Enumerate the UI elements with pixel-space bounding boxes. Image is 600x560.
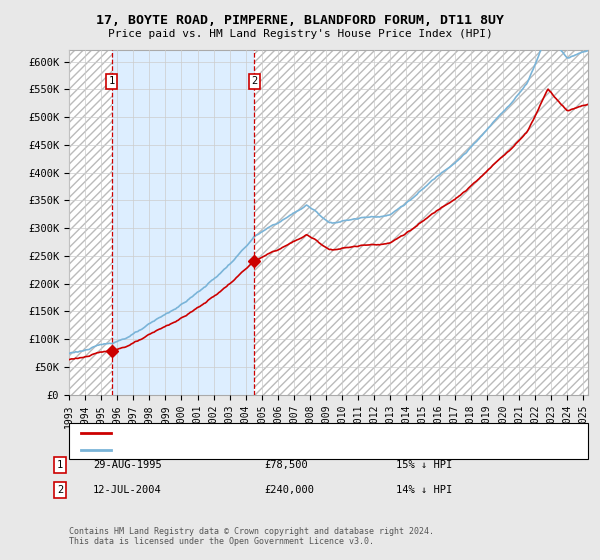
Text: 17, BOYTE ROAD, PIMPERNE, BLANDFORD FORUM, DT11 8UY (detached house): 17, BOYTE ROAD, PIMPERNE, BLANDFORD FORU…: [117, 428, 517, 438]
Text: 1: 1: [109, 76, 115, 86]
Text: £78,500: £78,500: [264, 460, 308, 470]
Text: 29-AUG-1995: 29-AUG-1995: [93, 460, 162, 470]
Text: 15% ↓ HPI: 15% ↓ HPI: [396, 460, 452, 470]
Bar: [254, 50, 588, 395]
Text: 2: 2: [251, 76, 257, 86]
Text: Contains HM Land Registry data © Crown copyright and database right 2024.
This d: Contains HM Land Registry data © Crown c…: [69, 526, 434, 546]
Text: 14% ↓ HPI: 14% ↓ HPI: [396, 485, 452, 495]
Text: Price paid vs. HM Land Registry's House Price Index (HPI): Price paid vs. HM Land Registry's House …: [107, 29, 493, 39]
Bar: [69, 50, 112, 395]
Text: HPI: Average price, detached house, Dorset: HPI: Average price, detached house, Dors…: [117, 445, 364, 455]
Text: 1: 1: [57, 460, 63, 470]
Bar: [69, 50, 112, 395]
Text: 17, BOYTE ROAD, PIMPERNE, BLANDFORD FORUM, DT11 8UY: 17, BOYTE ROAD, PIMPERNE, BLANDFORD FORU…: [96, 14, 504, 27]
Bar: [112, 50, 254, 395]
Text: 2: 2: [57, 485, 63, 495]
Text: £240,000: £240,000: [264, 485, 314, 495]
Text: 12-JUL-2004: 12-JUL-2004: [93, 485, 162, 495]
